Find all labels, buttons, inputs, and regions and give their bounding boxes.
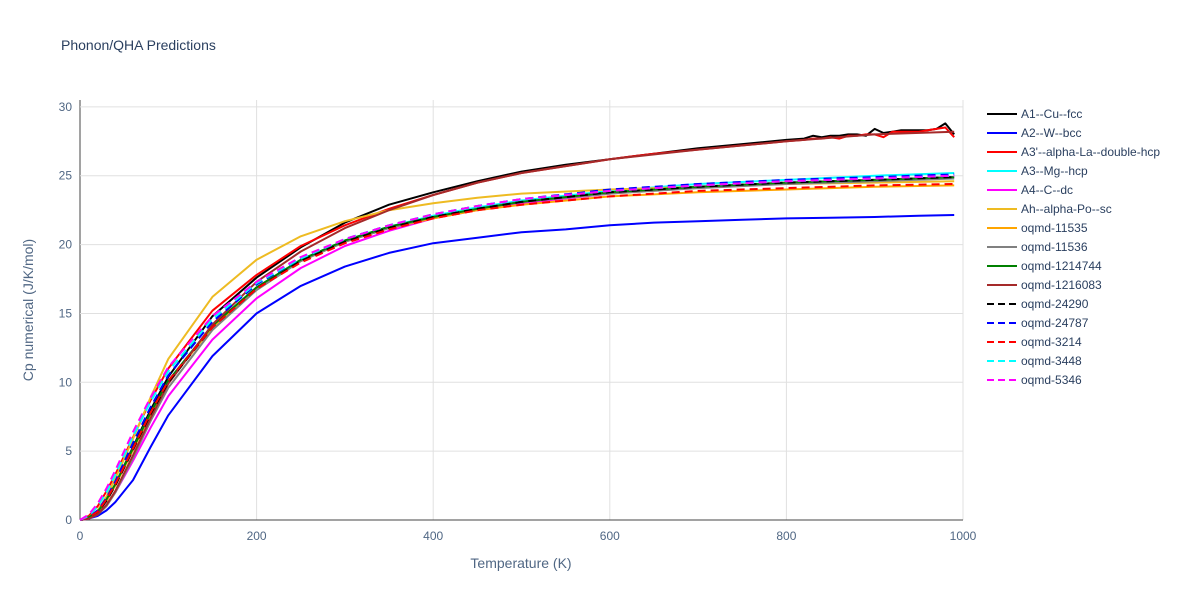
legend-label: Ah--alpha-Po--sc <box>1021 202 1112 216</box>
legend-label: oqmd-3448 <box>1021 354 1082 368</box>
series-line-a2-w-bcc <box>79 214 955 521</box>
y-tick-label: 25 <box>59 169 73 183</box>
y-tick-label: 10 <box>59 375 73 389</box>
x-tick-label: 400 <box>423 529 443 543</box>
x-tick-label: 200 <box>247 529 267 543</box>
series-layer <box>79 122 955 521</box>
legend-label: A1--Cu--fcc <box>1021 107 1082 121</box>
x-axis-title: Temperature (K) <box>470 555 571 571</box>
legend-label: oqmd-24787 <box>1021 316 1089 330</box>
series-line-oqmd-11535 <box>79 184 955 521</box>
legend-label: A3'--alpha-La--double-hcp <box>1021 145 1160 159</box>
y-tick-label: 30 <box>59 100 73 114</box>
legend: A1--Cu--fcc A2--W--bcc A3'--alpha-La--doub… <box>987 107 1160 387</box>
y-tick-label: 0 <box>65 513 72 527</box>
legend-label: A4--C--dc <box>1021 183 1073 197</box>
legend-label: oqmd-11536 <box>1021 240 1088 254</box>
series-line-oqmd-3448 <box>79 174 955 521</box>
series-line-oqmd-5346 <box>79 174 955 521</box>
axis-ticks: 0 200 400 600 800 1000 0 5 10 15 20 25 30 <box>59 100 977 543</box>
legend-label: oqmd-5346 <box>1021 373 1082 387</box>
x-tick-label: 0 <box>77 529 84 543</box>
x-tick-label: 600 <box>600 529 620 543</box>
y-tick-label: 20 <box>59 238 73 252</box>
x-tick-label: 800 <box>776 529 796 543</box>
y-axis-title: Cp numerical (J/K/mol) <box>20 239 36 381</box>
legend-label: oqmd-1214744 <box>1021 259 1102 273</box>
series-line-oqmd-24290 <box>79 176 955 521</box>
series-line-oqmd-1216083 <box>79 130 955 521</box>
series-line-oqmd-24787 <box>79 173 955 521</box>
y-tick-label: 15 <box>59 306 73 320</box>
series-line-oqmd-1214744 <box>79 176 955 521</box>
x-tick-label: 1000 <box>950 529 977 543</box>
legend-label: oqmd-1216083 <box>1021 278 1102 292</box>
chart-title: Phonon/QHA Predictions <box>61 37 216 53</box>
legend-label: A2--W--bcc <box>1021 126 1081 140</box>
grid-lines <box>79 100 964 521</box>
series-line-oqmd-3214 <box>79 183 955 521</box>
legend-label: A3--Mg--hcp <box>1021 164 1088 178</box>
y-tick-label: 5 <box>65 444 72 458</box>
legend-label: oqmd-11535 <box>1021 221 1088 235</box>
series-line-oqmd-11536 <box>79 177 955 521</box>
series-line-a4-c-dc <box>79 176 955 521</box>
legend-label: oqmd-3214 <box>1021 335 1082 349</box>
legend-label: oqmd-24290 <box>1021 297 1089 311</box>
series-line-a3-mg-hcp <box>79 172 955 521</box>
